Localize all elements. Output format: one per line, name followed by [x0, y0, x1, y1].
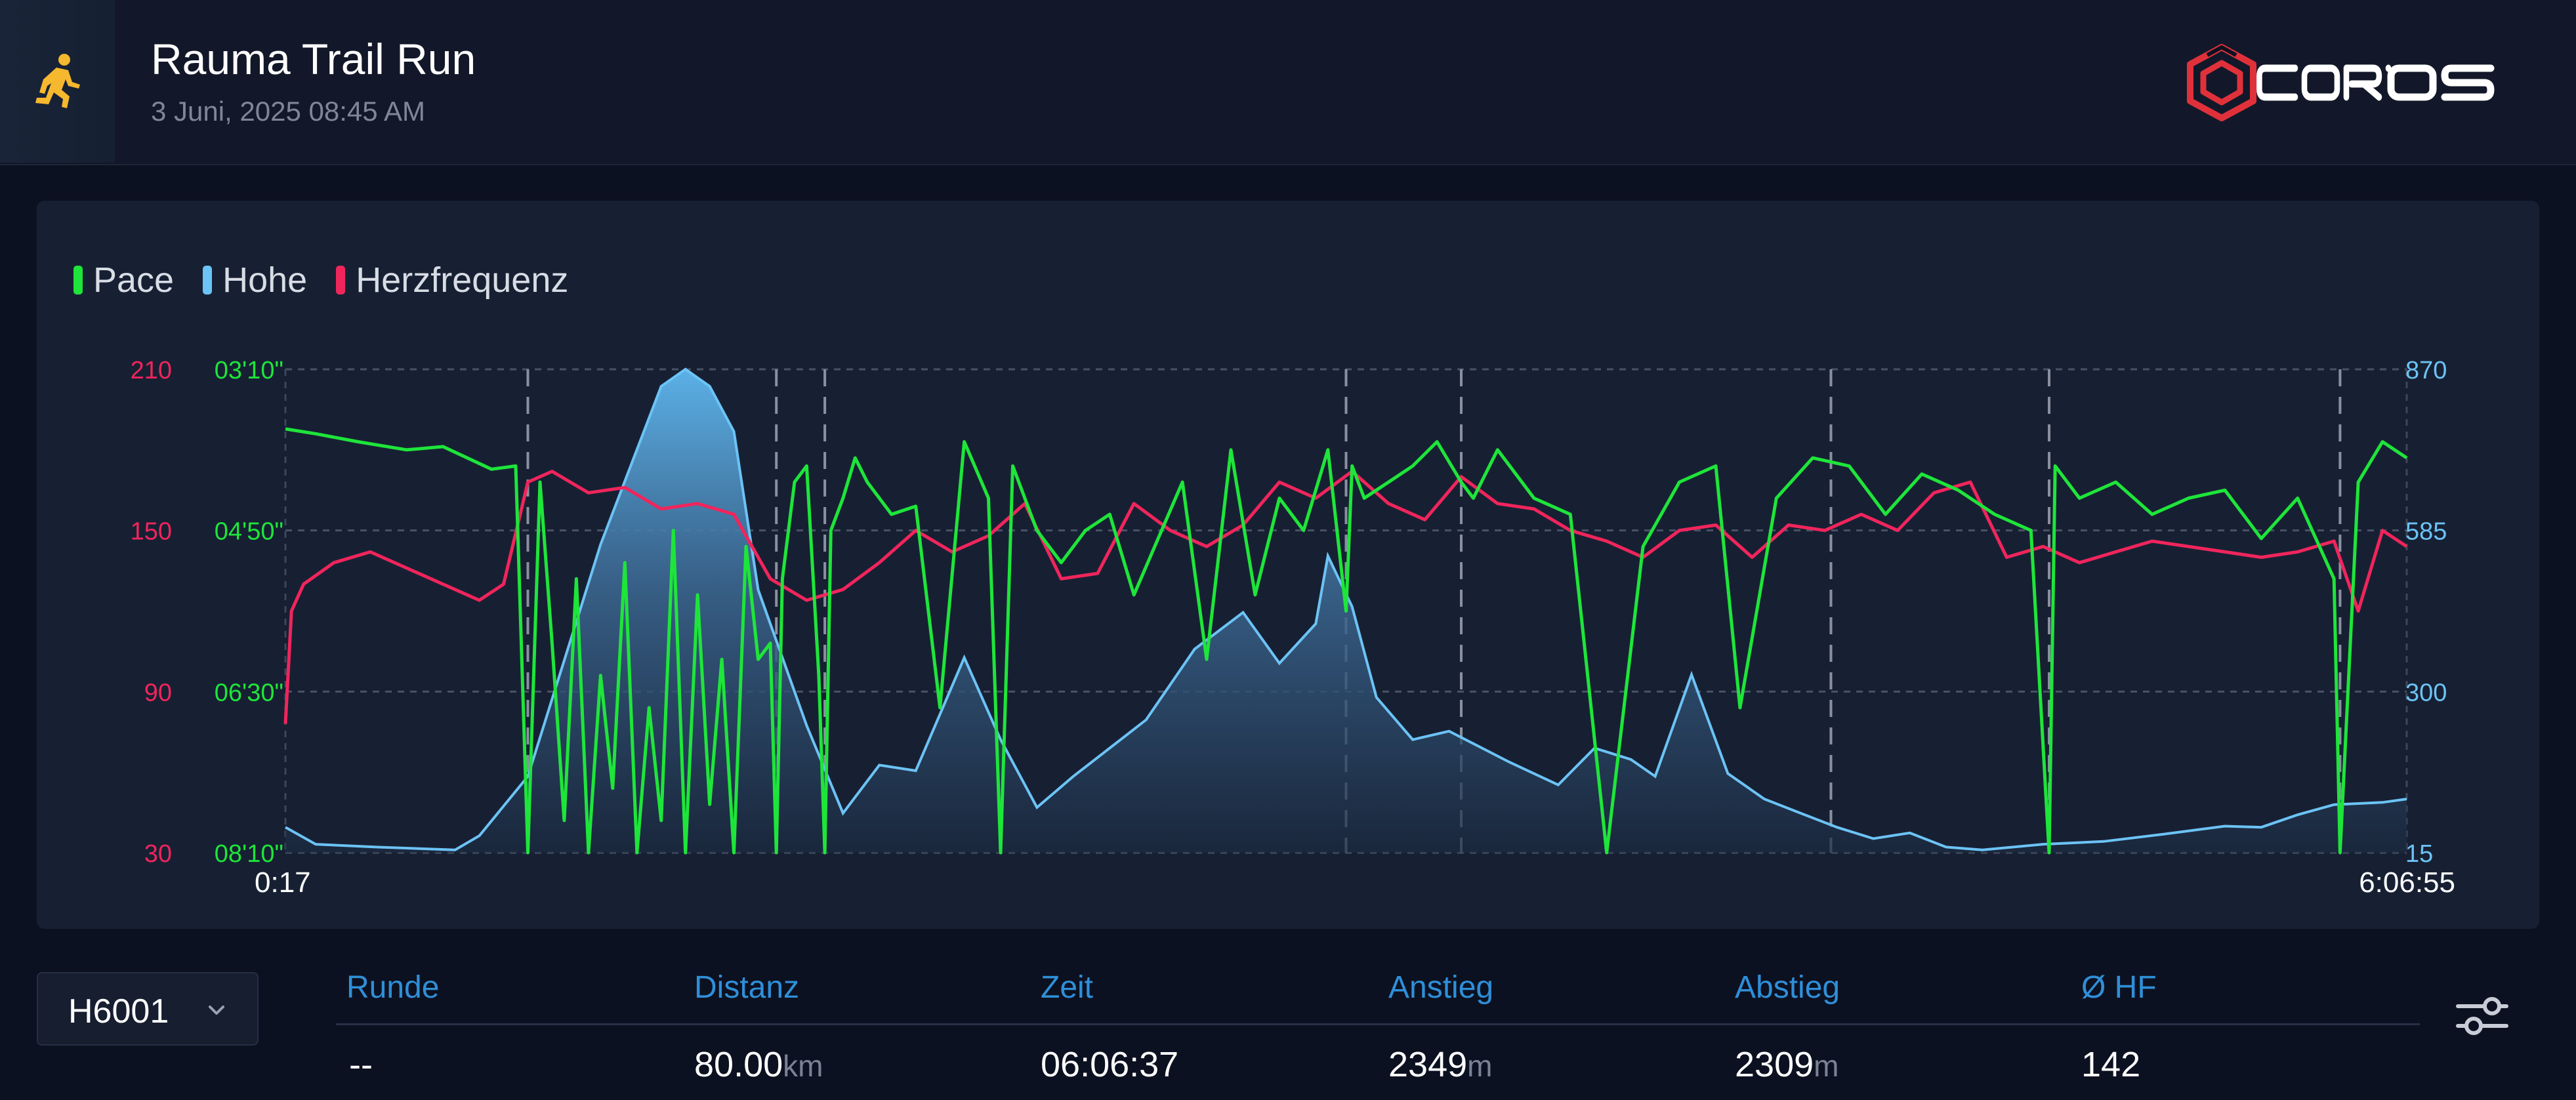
- legend-item-heart-rate[interactable]: Herzfrequenz: [336, 260, 568, 300]
- col-header-descent: Abstieg: [1735, 970, 1840, 1005]
- activity-header: Rauma Trail Run 3 Juni, 2025 08:45 AM: [0, 0, 2576, 165]
- hr-tick-label: 210: [131, 357, 172, 384]
- chevron-down-icon: [209, 1006, 224, 1015]
- cell-ascent-value: 2349: [1388, 1045, 1468, 1084]
- cell-descent-value: 2309: [1735, 1045, 1814, 1084]
- running-person-icon: [35, 54, 80, 108]
- cell-distance-value: 80.00: [694, 1045, 783, 1084]
- col-header-distance: Distanz: [694, 970, 800, 1005]
- pace-tick-label: 03'10": [215, 357, 283, 384]
- hr-tick-label: 90: [144, 679, 172, 706]
- pace-tick-label: 06'30": [215, 679, 283, 706]
- hr-tick-label: 150: [131, 518, 172, 546]
- elevation-line: [285, 367, 2407, 851]
- col-header-lap: Runde: [346, 970, 440, 1005]
- cell-lap-value: --: [349, 1045, 373, 1084]
- cell-distance: 80.00km: [694, 1044, 823, 1085]
- cell-ascent-unit: m: [1467, 1049, 1493, 1083]
- elevation-tick-label: 300: [2405, 679, 2447, 706]
- cell-lap: --: [349, 1044, 373, 1085]
- x-axis-start-label: 0:17: [255, 866, 311, 899]
- chart-axes: 210 150 90 30 03'10" 04'50" 06'30" 08'10" 870 585…: [131, 357, 2455, 899]
- pace-line: [285, 427, 2408, 855]
- cell-distance-unit: km: [783, 1049, 823, 1083]
- chart-legend: Pace Hohe Herzfrequenz: [73, 260, 597, 300]
- device-select[interactable]: H6001: [37, 972, 259, 1046]
- x-axis-end-label: 6:06:55: [2359, 866, 2455, 899]
- legend-label-pace: Pace: [93, 260, 175, 300]
- legend-label-heart-rate: Herzfrequenz: [356, 260, 569, 300]
- cell-time-value: 06:06:37: [1041, 1045, 1179, 1084]
- legend-swatch-pace: [73, 266, 83, 295]
- coros-wordmark-os: [2387, 64, 2495, 101]
- elevation-tick-label: 870: [2405, 357, 2447, 384]
- pace-tick-label: 04'50": [215, 518, 283, 546]
- activity-title: Rauma Trail Run: [151, 35, 476, 83]
- cell-ascent: 2349m: [1388, 1044, 1492, 1085]
- elevation-tick-label: 585: [2405, 518, 2447, 546]
- legend-item-elevation[interactable]: Hohe: [203, 260, 307, 300]
- col-header-ascent: Anstieg: [1388, 970, 1494, 1005]
- legend-item-pace[interactable]: Pace: [73, 260, 174, 300]
- cell-descent-unit: m: [1814, 1049, 1839, 1083]
- heart-rate-line: [283, 470, 2408, 724]
- cell-avg-hr-value: 142: [2081, 1045, 2141, 1084]
- cell-descent: 2309m: [1735, 1044, 1839, 1085]
- pace-tick-label: 08'10": [215, 840, 283, 868]
- activity-chart[interactable]: 210 150 90 30 03'10" 04'50" 06'30" 08'10" 870 585…: [0, 0, 2576, 929]
- chart-series: [283, 367, 2408, 855]
- legend-swatch-heart-rate: [336, 266, 346, 295]
- col-header-avg-hr: Ø HF: [2081, 970, 2157, 1005]
- cell-avg-hr: 142: [2081, 1044, 2140, 1085]
- col-header-time: Zeit: [1041, 970, 1094, 1005]
- table-header-divider: [336, 1023, 2420, 1025]
- coros-logo: [2185, 43, 2506, 122]
- activity-type-badge: [0, 0, 115, 163]
- hr-tick-label: 30: [144, 840, 172, 868]
- elevation-tick-label: 15: [2405, 840, 2433, 868]
- coros-logo-mark: [2187, 44, 2495, 121]
- sliders-icon[interactable]: [2454, 992, 2510, 1040]
- legend-swatch-elevation: [203, 266, 213, 295]
- legend-label-elevation: Hohe: [222, 260, 308, 300]
- device-select-value: H6001: [68, 992, 169, 1030]
- activity-datetime: 3 Juni, 2025 08:45 AM: [151, 96, 425, 127]
- cell-time: 06:06:37: [1041, 1044, 1178, 1085]
